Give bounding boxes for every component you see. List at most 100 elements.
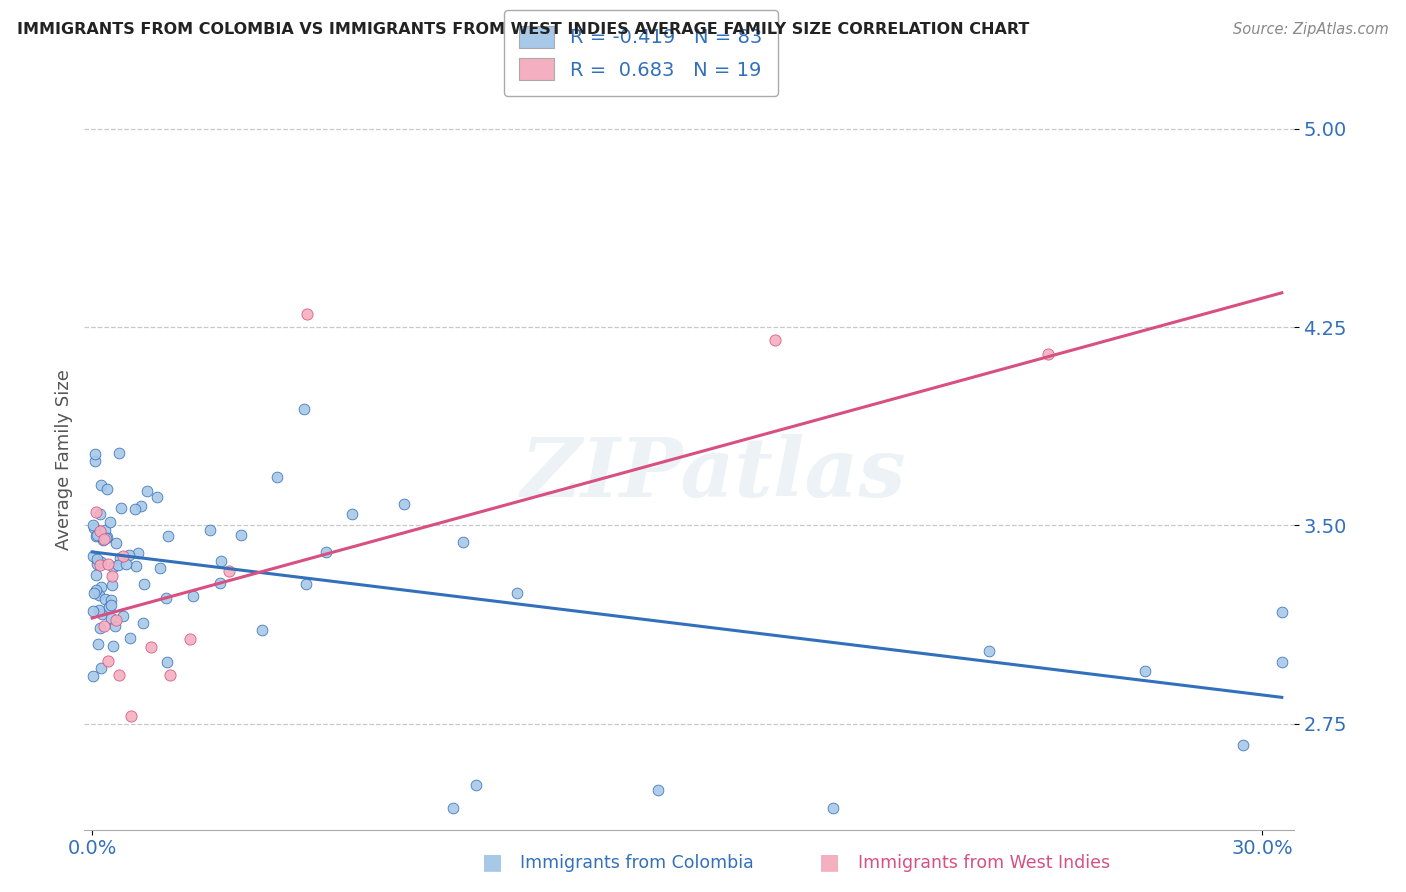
Point	[94, 591, 117, 606]
Point	[451, 534, 474, 549]
Point	[124, 501, 146, 516]
Point	[107, 558, 129, 572]
Point	[266, 470, 288, 484]
Point	[87, 637, 110, 651]
Point	[392, 497, 415, 511]
Point	[89, 558, 111, 573]
Point	[108, 551, 131, 566]
Point	[93, 532, 115, 546]
Legend: R = -0.419   N = 83, R =  0.683   N = 19: R = -0.419 N = 83, R = 0.683 N = 19	[503, 10, 778, 95]
Point	[1271, 655, 1294, 669]
Point	[229, 528, 252, 542]
Point	[156, 655, 179, 669]
Point	[110, 501, 132, 516]
Point	[209, 554, 232, 568]
Point	[90, 555, 112, 569]
Point	[1135, 664, 1157, 678]
Point	[149, 560, 172, 574]
Point	[181, 589, 204, 603]
Point	[83, 585, 105, 599]
Point	[218, 564, 240, 578]
Point	[979, 644, 1001, 658]
Point	[87, 588, 110, 602]
Point	[129, 499, 152, 513]
Point	[105, 536, 128, 550]
Point	[1036, 346, 1059, 360]
Point	[159, 667, 181, 681]
Point	[763, 334, 786, 348]
Point	[1232, 738, 1254, 752]
Point	[118, 549, 141, 563]
Point	[112, 549, 135, 564]
Point	[107, 446, 129, 460]
Point	[91, 533, 114, 548]
Point	[104, 613, 127, 627]
Point	[179, 632, 201, 647]
Point	[86, 552, 108, 566]
Point	[441, 801, 464, 815]
Point	[101, 639, 124, 653]
Point	[145, 490, 167, 504]
Text: ZIPatlas: ZIPatlas	[520, 434, 905, 514]
Point	[82, 669, 104, 683]
Point	[156, 529, 179, 543]
Point	[93, 619, 115, 633]
Point	[87, 602, 110, 616]
Point	[124, 559, 146, 574]
Point	[94, 531, 117, 545]
Point	[98, 600, 121, 615]
Point	[292, 401, 315, 416]
Text: Source: ZipAtlas.com: Source: ZipAtlas.com	[1233, 22, 1389, 37]
Point	[98, 515, 121, 529]
Point	[84, 454, 107, 468]
Point	[208, 576, 231, 591]
Point	[84, 529, 107, 543]
Point	[90, 580, 112, 594]
Point	[100, 593, 122, 607]
Text: ■: ■	[820, 853, 839, 872]
Point	[101, 560, 124, 574]
Point	[84, 568, 107, 582]
Point	[96, 482, 118, 496]
Point	[101, 578, 124, 592]
Point	[120, 709, 142, 723]
Point	[84, 447, 107, 461]
Point	[506, 586, 529, 600]
Point	[91, 607, 114, 622]
Point	[89, 524, 111, 538]
Point	[83, 521, 105, 535]
Point	[90, 478, 112, 492]
Point	[132, 576, 155, 591]
Point	[127, 546, 149, 560]
Point	[100, 569, 122, 583]
Point	[89, 508, 111, 522]
Point	[200, 524, 222, 538]
Point	[647, 783, 669, 797]
Point	[84, 505, 107, 519]
Point	[136, 484, 159, 499]
Point	[823, 801, 845, 815]
Point	[342, 508, 364, 522]
Point	[97, 654, 120, 668]
Point	[114, 557, 136, 571]
Point	[82, 517, 104, 532]
Point	[82, 549, 104, 564]
Point	[315, 545, 337, 559]
Point	[1271, 605, 1294, 619]
Text: ■: ■	[482, 853, 502, 872]
Text: IMMIGRANTS FROM COLOMBIA VS IMMIGRANTS FROM WEST INDIES AVERAGE FAMILY SIZE CORR: IMMIGRANTS FROM COLOMBIA VS IMMIGRANTS F…	[17, 22, 1029, 37]
Point	[155, 591, 177, 606]
Point	[295, 307, 318, 321]
Point	[90, 661, 112, 675]
Y-axis label: Average Family Size: Average Family Size	[55, 369, 73, 549]
Point	[86, 557, 108, 571]
Point	[294, 577, 316, 591]
Point	[132, 616, 155, 631]
Point	[82, 603, 104, 617]
Text: Immigrants from West Indies: Immigrants from West Indies	[858, 855, 1109, 872]
Point	[139, 640, 162, 655]
Point	[100, 611, 122, 625]
Point	[93, 523, 115, 537]
Point	[96, 530, 118, 544]
Point	[86, 527, 108, 541]
